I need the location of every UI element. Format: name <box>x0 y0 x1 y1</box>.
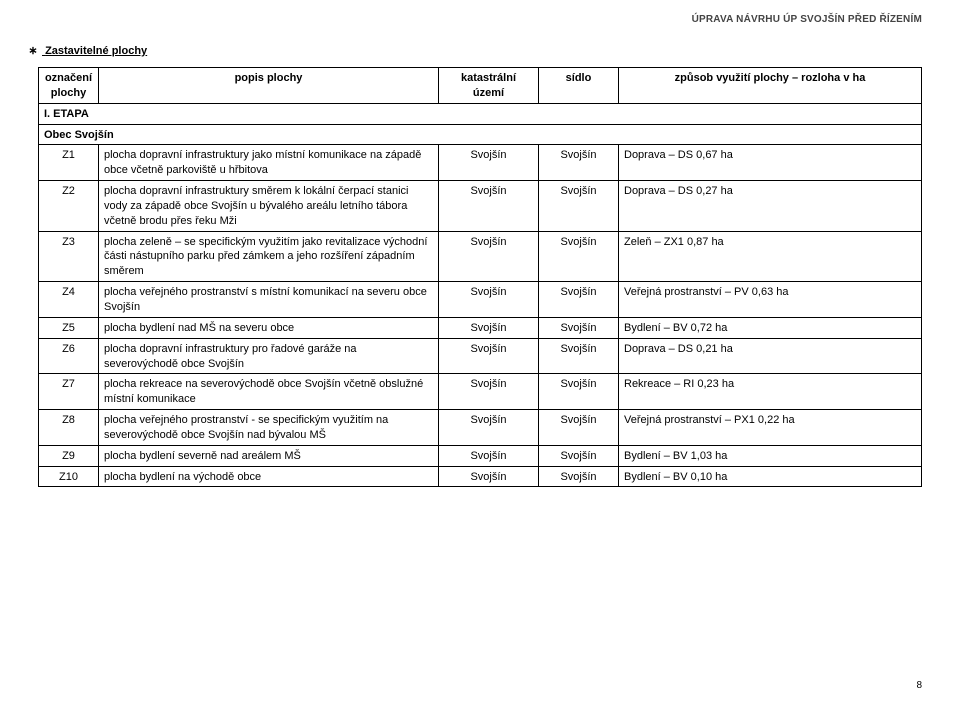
col-desc: popis plochy <box>99 68 439 104</box>
col-katastr: katastrální území <box>439 68 539 104</box>
col-use: způsob využití plochy – rozloha v ha <box>619 68 922 104</box>
cell-katastr: Svojšín <box>439 466 539 487</box>
cell-use: Zeleň – ZX1 0,87 ha <box>619 231 922 282</box>
cell-code: Z2 <box>39 181 99 232</box>
table-row: Z8plocha veřejného prostranství - se spe… <box>39 410 922 446</box>
table-row: Z5plocha bydlení nad MŠ na severu obceSv… <box>39 317 922 338</box>
table-row: Z7plocha rekreace na severovýchodě obce … <box>39 374 922 410</box>
cell-sidlo: Svojšín <box>539 231 619 282</box>
cell-katastr: Svojšín <box>439 145 539 181</box>
cell-katastr: Svojšín <box>439 445 539 466</box>
cell-use: Doprava – DS 0,27 ha <box>619 181 922 232</box>
cell-desc: plocha dopravní infrastruktury jako míst… <box>99 145 439 181</box>
cell-sidlo: Svojšín <box>539 145 619 181</box>
table-row: Z6plocha dopravní infrastruktury pro řad… <box>39 338 922 374</box>
etapa-row: I. ETAPA <box>39 103 922 124</box>
cell-katastr: Svojšín <box>439 317 539 338</box>
cell-desc: plocha dopravní infrastruktury pro řadov… <box>99 338 439 374</box>
cell-katastr: Svojšín <box>439 410 539 446</box>
cell-use: Doprava – DS 0,21 ha <box>619 338 922 374</box>
section-heading: ∗ Zastavitelné plochy <box>28 44 922 57</box>
cell-desc: plocha zeleně – se specifickým využitím … <box>99 231 439 282</box>
cell-code: Z5 <box>39 317 99 338</box>
cell-code: Z6 <box>39 338 99 374</box>
obec-row: Obec Svojšín <box>39 124 922 145</box>
cell-use: Doprava – DS 0,67 ha <box>619 145 922 181</box>
cell-desc: plocha bydlení severně nad areálem MŠ <box>99 445 439 466</box>
cell-use: Bydlení – BV 0,10 ha <box>619 466 922 487</box>
cell-desc: plocha bydlení nad MŠ na severu obce <box>99 317 439 338</box>
cell-sidlo: Svojšín <box>539 338 619 374</box>
cell-sidlo: Svojšín <box>539 466 619 487</box>
cell-use: Veřejná prostranství – PV 0,63 ha <box>619 282 922 318</box>
table-body: I. ETAPA Obec Svojšín Z1plocha dopravní … <box>39 103 922 487</box>
page-number: 8 <box>916 680 922 691</box>
cell-katastr: Svojšín <box>439 338 539 374</box>
cell-use: Bydlení – BV 0,72 ha <box>619 317 922 338</box>
col-code: označení plochy <box>39 68 99 104</box>
cell-desc: plocha dopravní infrastruktury směrem k … <box>99 181 439 232</box>
cell-code: Z7 <box>39 374 99 410</box>
cell-desc: plocha veřejného prostranství s místní k… <box>99 282 439 318</box>
cell-code: Z9 <box>39 445 99 466</box>
cell-desc: plocha rekreace na severovýchodě obce Sv… <box>99 374 439 410</box>
table-row: Z9plocha bydlení severně nad areálem MŠS… <box>39 445 922 466</box>
cell-code: Z4 <box>39 282 99 318</box>
cell-sidlo: Svojšín <box>539 410 619 446</box>
bullet-marker-icon: ∗ <box>28 44 38 57</box>
cell-use: Rekreace – RI 0,23 ha <box>619 374 922 410</box>
cell-sidlo: Svojšín <box>539 282 619 318</box>
table-row: Z1plocha dopravní infrastruktury jako mí… <box>39 145 922 181</box>
cell-use: Veřejná prostranství – PX1 0,22 ha <box>619 410 922 446</box>
table-row: Z2plocha dopravní infrastruktury směrem … <box>39 181 922 232</box>
cell-code: Z3 <box>39 231 99 282</box>
cell-sidlo: Svojšín <box>539 317 619 338</box>
obec-label: Obec Svojšín <box>39 124 922 145</box>
table-row: Z3plocha zeleně – se specifickým využití… <box>39 231 922 282</box>
cell-katastr: Svojšín <box>439 374 539 410</box>
cell-sidlo: Svojšín <box>539 445 619 466</box>
cell-desc: plocha bydlení na východě obce <box>99 466 439 487</box>
table-header-row: označení plochy popis plochy katastrální… <box>39 68 922 104</box>
document-page: ÚPRAVA NÁVRHU ÚP SVOJŠÍN PŘED ŘÍZENÍM ∗ … <box>0 0 960 705</box>
cell-desc: plocha veřejného prostranství - se speci… <box>99 410 439 446</box>
section-title-text: Zastavitelné plochy <box>45 45 147 57</box>
running-head: ÚPRAVA NÁVRHU ÚP SVOJŠÍN PŘED ŘÍZENÍM <box>692 14 922 25</box>
col-sidlo: sídlo <box>539 68 619 104</box>
cell-sidlo: Svojšín <box>539 374 619 410</box>
cell-code: Z10 <box>39 466 99 487</box>
table-row: Z10plocha bydlení na východě obceSvojšín… <box>39 466 922 487</box>
cell-katastr: Svojšín <box>439 231 539 282</box>
etapa-label: I. ETAPA <box>39 103 922 124</box>
cell-katastr: Svojšín <box>439 282 539 318</box>
cell-katastr: Svojšín <box>439 181 539 232</box>
cell-code: Z8 <box>39 410 99 446</box>
cell-use: Bydlení – BV 1,03 ha <box>619 445 922 466</box>
zoning-table: označení plochy popis plochy katastrální… <box>38 67 922 487</box>
cell-code: Z1 <box>39 145 99 181</box>
cell-sidlo: Svojšín <box>539 181 619 232</box>
table-row: Z4plocha veřejného prostranství s místní… <box>39 282 922 318</box>
